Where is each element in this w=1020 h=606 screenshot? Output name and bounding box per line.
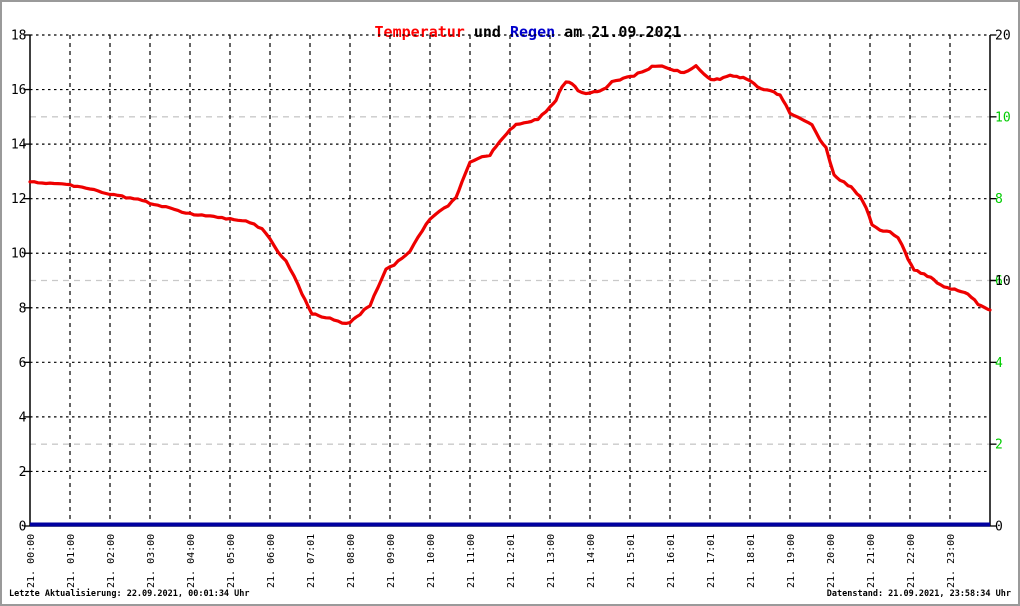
x-axis-tick-label: 21. 02:00	[106, 534, 117, 588]
right-axis-black-tick-label: 20	[995, 29, 1011, 44]
x-axis-tick-label: 21. 06:00	[266, 534, 277, 588]
x-axis-tick-label: 21. 16:01	[666, 534, 677, 588]
status-bar: Letzte Aktualisierung: 22.09.2021, 00:01…	[2, 588, 1018, 603]
data-state-text: Datenstand: 21.09.2021, 23:58:34 Uhr	[826, 589, 1011, 599]
left-axis-tick-label: 12	[11, 192, 27, 207]
x-axis-tick-label: 21. 01:00	[66, 534, 77, 588]
x-axis-tick-label: 21. 17:01	[706, 534, 717, 588]
right-axis-green-tick-label: 8	[995, 192, 1003, 207]
left-axis-tick-label: 14	[11, 138, 27, 153]
x-axis-tick-label: 21. 13:00	[546, 534, 557, 588]
x-axis-tick-label: 21. 15:01	[626, 534, 637, 588]
x-axis-tick-label: 21. 11:00	[466, 534, 477, 588]
x-axis-tick-label: 21. 03:00	[146, 534, 157, 588]
last-update-text: Letzte Aktualisierung: 22.09.2021, 00:01…	[9, 589, 250, 599]
right-axis-green-tick-label: 2	[995, 438, 1003, 453]
x-axis-tick-label: 21. 18:01	[746, 534, 757, 588]
title-temperatur: Temperatur	[374, 23, 465, 41]
x-axis-tick-label: 21. 21:00	[866, 534, 877, 588]
left-axis-tick-label: 18	[11, 29, 27, 44]
x-axis-tick-label: 21. 05:00	[226, 534, 237, 588]
title-und: und	[464, 23, 510, 41]
left-axis-tick-label: 6	[19, 356, 27, 371]
right-axis-black-labels: 0 10 20	[995, 29, 1011, 535]
x-axis-tick-label: 21. 23:00	[946, 534, 957, 588]
x-axis-tick-label: 21. 04:00	[186, 534, 197, 588]
x-axis-tick-label: 21. 22:00	[906, 534, 917, 588]
left-axis-tick-label: 8	[19, 301, 27, 316]
vertical-gridlines	[69, 35, 951, 526]
right-axis-green-tick-label: 10	[995, 110, 1011, 125]
left-axis-tick-label: 4	[19, 410, 27, 425]
x-axis-tick-label: 21. 07:01	[306, 534, 317, 588]
title-date: am 21.09.2021	[555, 23, 682, 41]
x-axis-tick-label: 21. 08:00	[346, 534, 357, 588]
x-axis-tick-label: 21. 09:00	[386, 534, 397, 588]
chart-title: Temperatur und Regen am 21.09.2021	[2, 5, 1018, 59]
right-axis-black-tick-label: 10	[995, 274, 1011, 289]
x-axis-tick-label: 21. 10:00	[426, 534, 437, 588]
title-regen: Regen	[510, 23, 556, 41]
right-axis-black-tick-label: 0	[995, 520, 1003, 535]
x-axis-tick-label: 21. 20:00	[826, 534, 837, 588]
right-axis-green-labels: 2 4 6 8 10	[995, 110, 1011, 452]
x-axis-tick-label: 21. 00:00	[26, 534, 37, 588]
x-axis-tick-label: 21. 12:01	[506, 534, 517, 588]
x-axis-tick-label: 21. 14:00	[586, 534, 597, 588]
axis-ticks	[23, 34, 997, 527]
left-axis-tick-label: 2	[19, 465, 27, 480]
x-axis-tick-label: 21. 19:00	[786, 534, 797, 588]
left-axis-tick-label: 16	[11, 83, 27, 98]
x-axis-labels: 21. 00:00 21. 01:00 21. 02:00 21. 03:00 21. …	[26, 534, 957, 588]
right-axis-green-tick-label: 6	[995, 274, 1003, 289]
temperature-line-series	[28, 64, 992, 325]
left-axis-tick-label: 10	[11, 247, 27, 262]
left-axis-tick-label: 0	[19, 520, 27, 535]
temperature-line	[28, 64, 992, 325]
left-axis-labels: 0 2 4 6 8 10 12 14 16 18	[11, 29, 27, 535]
right-axis-green-tick-label: 4	[995, 356, 1003, 371]
